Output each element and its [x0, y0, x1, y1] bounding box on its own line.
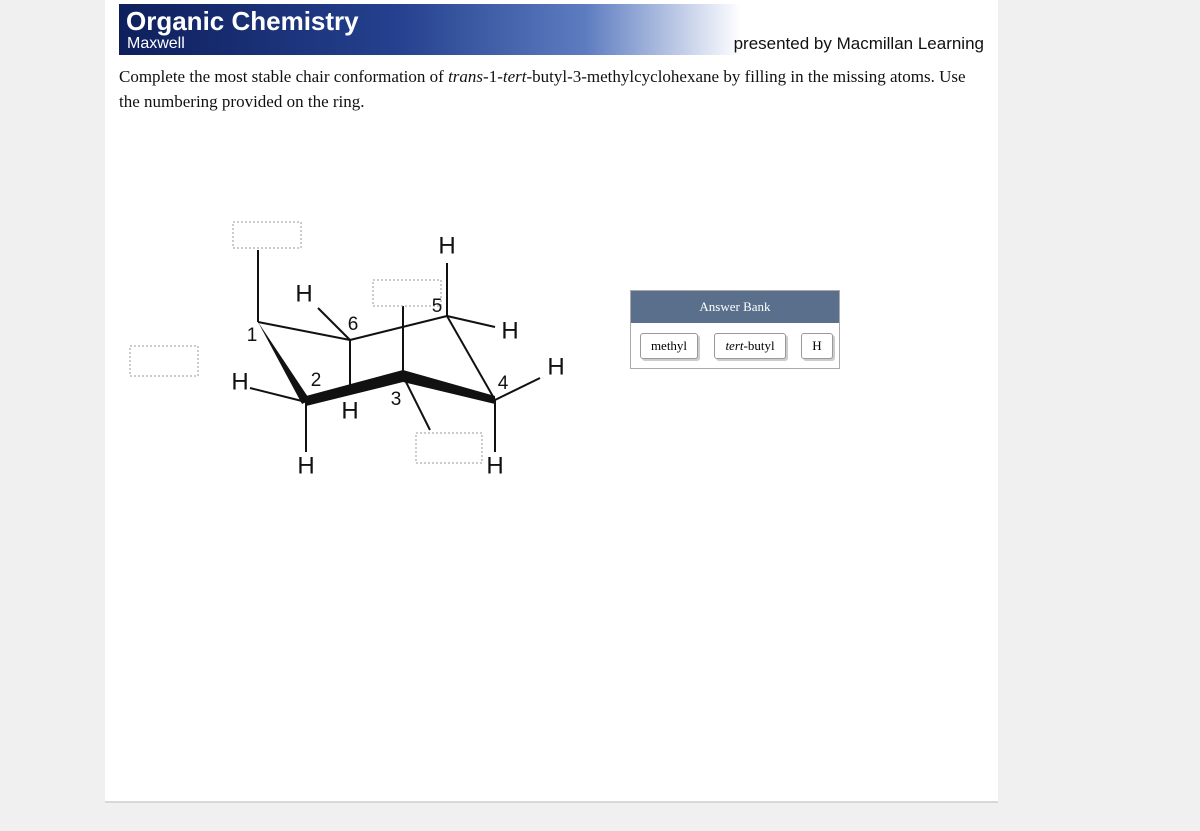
drop-target[interactable] — [415, 432, 483, 464]
answer-chip[interactable]: tert-butyl — [714, 333, 786, 359]
text-run: tert — [725, 338, 744, 353]
drop-target[interactable] — [232, 221, 302, 249]
text-run: tert — [502, 67, 527, 86]
atom-label: H — [341, 397, 358, 424]
atom-label: H — [231, 368, 248, 395]
atom-label: H — [486, 452, 503, 479]
atom-label: H — [295, 280, 312, 307]
ring-number: 6 — [348, 314, 359, 335]
text-run: -butyl — [743, 338, 775, 353]
answer-chip[interactable]: methyl — [640, 333, 698, 359]
book-author: Maxwell — [127, 35, 185, 52]
atom-label: H — [547, 353, 564, 380]
ring-number: 2 — [311, 370, 322, 391]
text-run: -butyl-3-methylcyclohexane by filling in… — [119, 67, 966, 111]
text-run: -1- — [483, 67, 503, 86]
atom-label: H — [297, 452, 314, 479]
drop-target[interactable] — [129, 345, 199, 377]
text-run: trans — [448, 67, 484, 86]
answer-chip[interactable]: H — [801, 333, 833, 359]
answer-bank: Answer Bank methyl tert-butyl H — [630, 290, 840, 369]
atom-label: H — [438, 232, 455, 259]
answer-bank-title: Answer Bank — [631, 291, 839, 323]
publisher: presented by Macmillan Learning — [733, 34, 984, 53]
ring-number: 3 — [391, 389, 402, 410]
ring-number: 4 — [498, 373, 509, 394]
content-panel — [105, 0, 998, 803]
ring-number: 1 — [247, 325, 258, 346]
banner — [119, 4, 741, 55]
question: Complete the most stable chair conformat… — [119, 64, 969, 114]
text-run: H — [812, 338, 822, 353]
atom-label: H — [501, 317, 518, 344]
drop-target[interactable] — [372, 279, 442, 307]
text-run: methyl — [650, 338, 688, 353]
text-run: Complete the most stable chair conformat… — [119, 67, 449, 86]
ring-number: 5 — [432, 296, 443, 317]
book-title: Organic Chemistry — [126, 6, 359, 36]
